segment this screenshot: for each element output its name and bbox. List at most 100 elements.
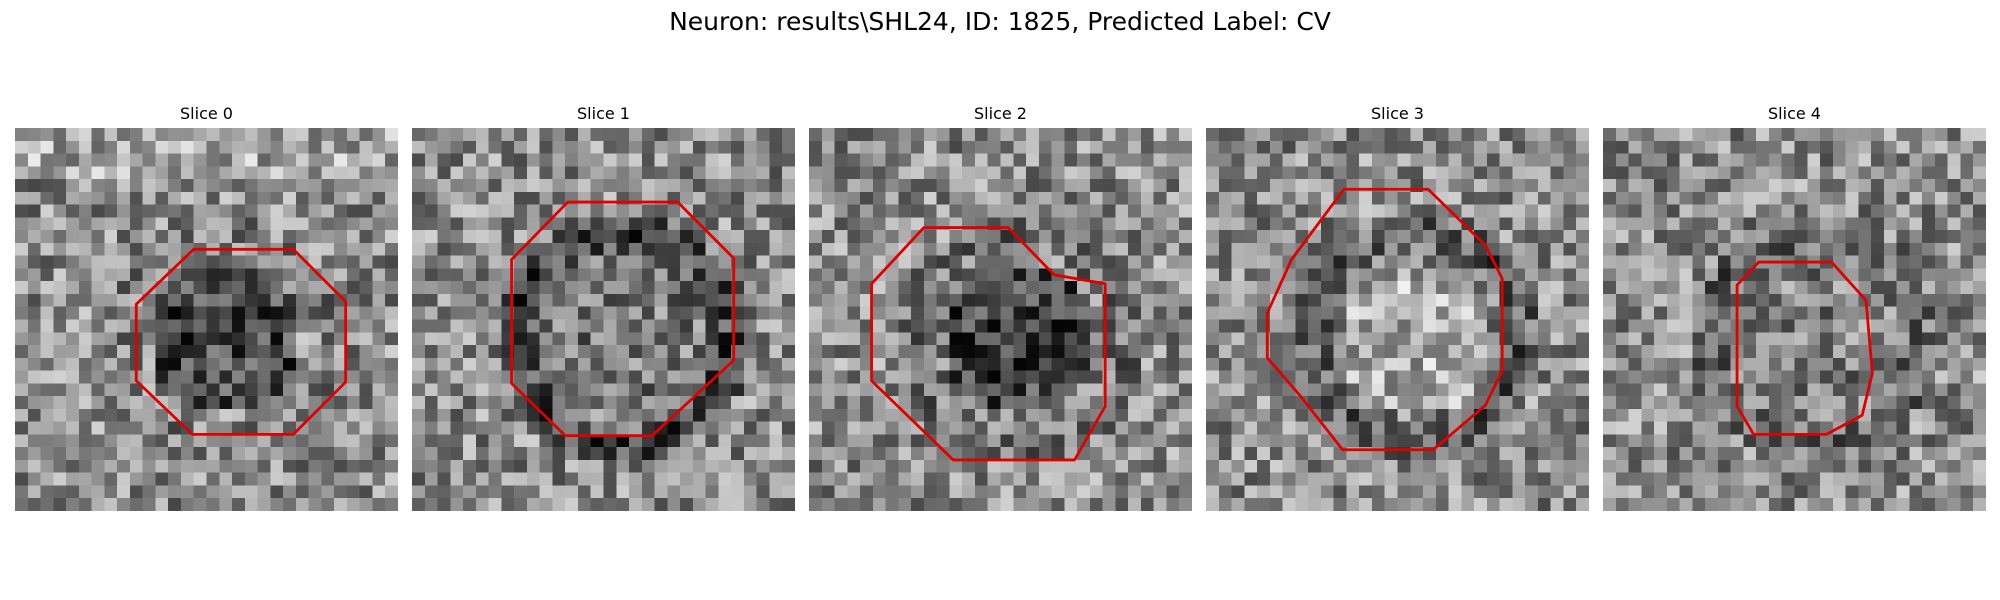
pixel xyxy=(1641,472,1655,486)
pixel xyxy=(385,242,398,256)
pixel xyxy=(244,434,258,448)
pixel xyxy=(66,281,80,295)
pixel xyxy=(834,306,848,320)
pixel xyxy=(590,421,604,435)
pixel xyxy=(987,396,1001,410)
pixel xyxy=(463,421,477,435)
pixel xyxy=(206,383,220,397)
pixel xyxy=(1666,485,1680,499)
pixel xyxy=(872,128,886,142)
pixel xyxy=(1909,345,1923,359)
pixel xyxy=(117,306,131,320)
pixel xyxy=(629,255,643,269)
pixel xyxy=(1244,319,1258,333)
pixel xyxy=(1705,434,1719,448)
pixel xyxy=(359,485,373,499)
pixel xyxy=(1257,191,1271,205)
pixel xyxy=(962,242,976,256)
pixel xyxy=(1064,332,1078,346)
pixel xyxy=(437,140,451,154)
pixel xyxy=(1654,447,1668,461)
pixel xyxy=(654,242,668,256)
pixel xyxy=(514,383,528,397)
pixel xyxy=(1384,319,1398,333)
pixel xyxy=(1705,128,1719,142)
pixel xyxy=(142,281,156,295)
pixel xyxy=(372,293,386,307)
pixel xyxy=(834,153,848,167)
pixel xyxy=(463,485,477,499)
pixel xyxy=(692,421,706,435)
pixel xyxy=(705,306,719,320)
pixel xyxy=(1832,396,1846,410)
pixel xyxy=(1397,153,1411,167)
pixel xyxy=(1934,345,1948,359)
pixel xyxy=(731,153,745,167)
pixel xyxy=(565,408,579,422)
pixel xyxy=(782,459,795,473)
pixel xyxy=(372,128,386,142)
pixel xyxy=(168,191,182,205)
pixel xyxy=(680,498,694,511)
pixel xyxy=(1654,383,1668,397)
pixel xyxy=(15,166,29,180)
pixel xyxy=(1333,293,1347,307)
pixel xyxy=(1628,140,1642,154)
pixel xyxy=(1371,472,1385,486)
pixel xyxy=(1346,357,1360,371)
pixel xyxy=(1371,408,1385,422)
pixel xyxy=(1026,204,1040,218)
pixel xyxy=(129,498,143,511)
pixel xyxy=(488,230,502,244)
pixel xyxy=(526,332,540,346)
pixel xyxy=(692,370,706,384)
pixel xyxy=(1140,357,1154,371)
pixel xyxy=(1346,396,1360,410)
pixel xyxy=(1973,255,1986,269)
pixel xyxy=(974,332,988,346)
pixel xyxy=(1871,319,1885,333)
pixel xyxy=(860,293,874,307)
pixel xyxy=(641,255,655,269)
pixel xyxy=(1794,396,1808,410)
pixel xyxy=(1359,421,1373,435)
pixel xyxy=(1756,421,1770,435)
pixel xyxy=(1679,447,1693,461)
pixel xyxy=(1615,459,1629,473)
pixel xyxy=(1909,306,1923,320)
pixel xyxy=(1244,472,1258,486)
pixel xyxy=(1871,128,1885,142)
pixel xyxy=(1128,179,1142,193)
pixel xyxy=(911,191,925,205)
pixel xyxy=(53,408,67,422)
pixel xyxy=(1832,166,1846,180)
pixel xyxy=(1845,459,1859,473)
pixel xyxy=(1423,281,1437,295)
pixel xyxy=(743,459,757,473)
pixel xyxy=(1051,191,1065,205)
pixel xyxy=(53,153,67,167)
pixel xyxy=(244,370,258,384)
pixel xyxy=(1295,140,1309,154)
pixel xyxy=(1244,191,1258,205)
pixel xyxy=(1807,485,1821,499)
pixel xyxy=(1845,421,1859,435)
pixel xyxy=(1909,319,1923,333)
pixel xyxy=(1934,217,1948,231)
pixel xyxy=(1282,459,1296,473)
pixel xyxy=(1089,166,1103,180)
pixel xyxy=(1845,485,1859,499)
pixel xyxy=(1448,191,1462,205)
pixel xyxy=(1064,179,1078,193)
pixel xyxy=(1832,357,1846,371)
pixel xyxy=(437,421,451,435)
pixel xyxy=(987,242,1001,256)
pixel xyxy=(372,217,386,231)
pixel xyxy=(782,383,795,397)
slice-image xyxy=(1603,128,1986,511)
pixel xyxy=(821,242,835,256)
pixel xyxy=(1768,204,1782,218)
pixel xyxy=(1922,396,1936,410)
pixel xyxy=(769,128,783,142)
pixel xyxy=(1461,128,1475,142)
